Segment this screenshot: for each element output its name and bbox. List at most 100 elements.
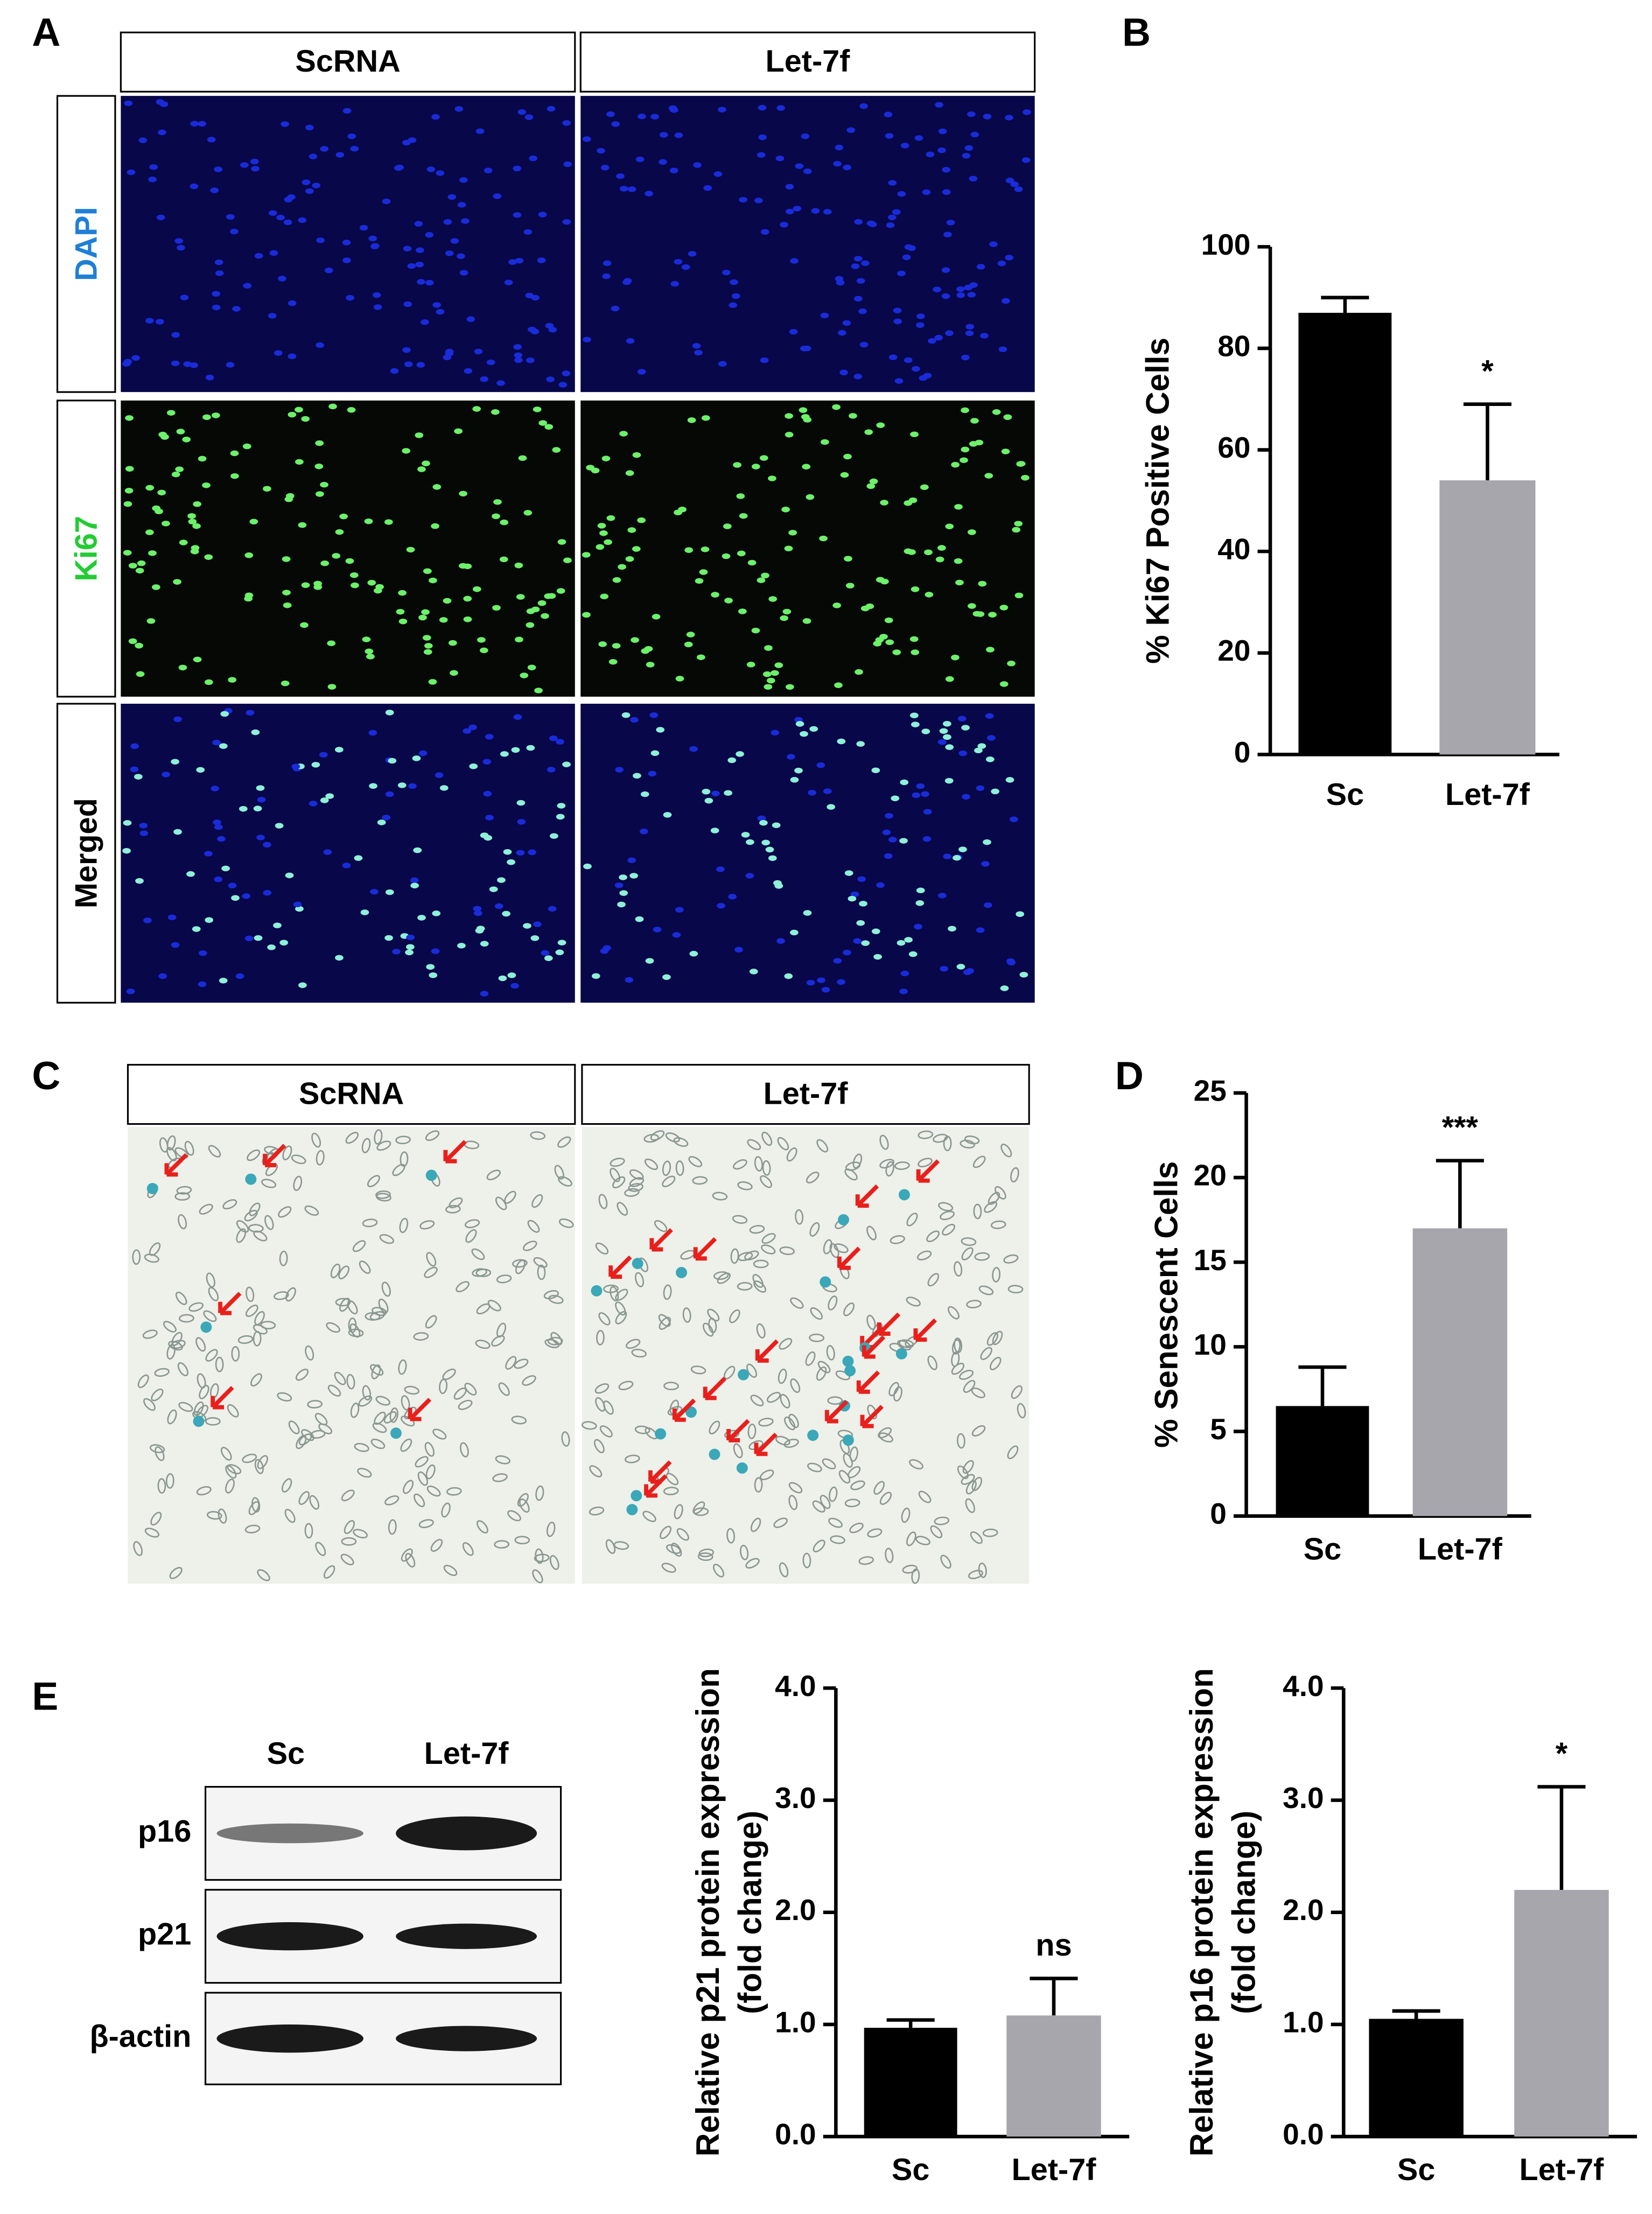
cell [511, 1416, 527, 1425]
cell [530, 1131, 546, 1140]
cell-dot [187, 513, 196, 519]
cell [965, 1480, 977, 1495]
cell-dot [275, 823, 284, 829]
cell-dot [626, 338, 635, 344]
cell-dot [450, 238, 459, 244]
cell-dot [415, 432, 424, 438]
cell [425, 1315, 437, 1329]
cell-dot [443, 219, 452, 225]
cell [702, 1322, 714, 1337]
cell-dot [407, 263, 416, 269]
stained-cell [626, 1504, 638, 1516]
blot-band [216, 1922, 363, 1951]
cell-dot [372, 292, 381, 298]
cell-dot [368, 730, 377, 736]
cell-dot [727, 757, 737, 763]
cell-dot [366, 654, 375, 660]
cell [475, 1340, 491, 1349]
cell [783, 1438, 799, 1448]
cell-dot [999, 681, 1009, 687]
cell [265, 1163, 278, 1176]
cell-dot [212, 304, 221, 311]
cell-dot [180, 295, 189, 300]
cell-dot [190, 362, 199, 368]
cell-dot [537, 600, 547, 606]
cell-dot [555, 949, 564, 956]
row-header: Ki67 [69, 516, 103, 581]
cell-dot [897, 191, 906, 197]
cell [972, 1155, 986, 1168]
cell [795, 1209, 804, 1225]
cell-dot [608, 658, 618, 665]
cell-dot [459, 177, 468, 183]
cell-dot [701, 415, 710, 421]
cell-dot [934, 334, 943, 341]
cell-dot [879, 634, 888, 640]
cell-dot [711, 790, 720, 796]
cell-dot [988, 612, 997, 618]
cell [762, 1160, 771, 1176]
cell [971, 1425, 986, 1437]
cell-dot [916, 887, 925, 893]
cell-dot [617, 901, 626, 908]
cell [367, 1175, 380, 1187]
cell [838, 1470, 851, 1484]
cell-dot [734, 947, 743, 953]
cell-dot [601, 456, 611, 461]
cell-dot [681, 264, 690, 270]
cell-dot [282, 556, 291, 562]
stained-cell [844, 1365, 856, 1377]
cell-dot [894, 378, 904, 384]
stained-cell [709, 1448, 720, 1460]
cell [990, 1220, 1006, 1229]
y-tick-label: 80 [1217, 329, 1250, 362]
cell [780, 1393, 790, 1409]
cell-dot [984, 473, 993, 479]
cell-dot [354, 855, 363, 861]
cell-dot [803, 417, 812, 423]
cell [753, 1280, 767, 1293]
cell-dot [1014, 592, 1024, 599]
cell-dot [999, 605, 1009, 611]
cell [496, 1274, 512, 1284]
cell-dot [733, 462, 741, 468]
cell [257, 1569, 270, 1581]
cell-dot [220, 711, 229, 717]
cell-dot [405, 949, 414, 956]
cell [401, 1395, 410, 1411]
cell [961, 1237, 977, 1246]
cell-dot [850, 891, 859, 898]
cell-dot [746, 662, 755, 668]
cell-dot [311, 762, 320, 768]
cell-dot [316, 237, 325, 243]
cell [193, 1401, 204, 1416]
cell-dot [765, 846, 774, 853]
cell [733, 1443, 743, 1459]
arrow [443, 1140, 467, 1164]
cell-dot [757, 815, 766, 822]
cell [142, 1329, 158, 1339]
stained-cell [738, 1369, 750, 1381]
cell-dot [268, 210, 277, 216]
cell [599, 1425, 613, 1438]
cell [951, 1362, 965, 1375]
cell [340, 1553, 354, 1566]
cell-dot [457, 202, 466, 208]
cell [330, 1263, 341, 1279]
cell [168, 1341, 183, 1351]
cell [594, 1383, 610, 1394]
cell [885, 1547, 894, 1564]
cell-dot [205, 917, 214, 923]
cell [184, 1140, 194, 1156]
cell-dot [319, 752, 328, 758]
cell-dot [429, 577, 437, 584]
cell [878, 1432, 893, 1443]
cell-dot [1016, 911, 1025, 917]
cell-dot [450, 670, 458, 676]
cell-dot [496, 380, 505, 386]
cell [709, 1420, 720, 1435]
cell [628, 1183, 643, 1192]
cell [535, 1548, 544, 1564]
cell-dot [523, 923, 531, 929]
